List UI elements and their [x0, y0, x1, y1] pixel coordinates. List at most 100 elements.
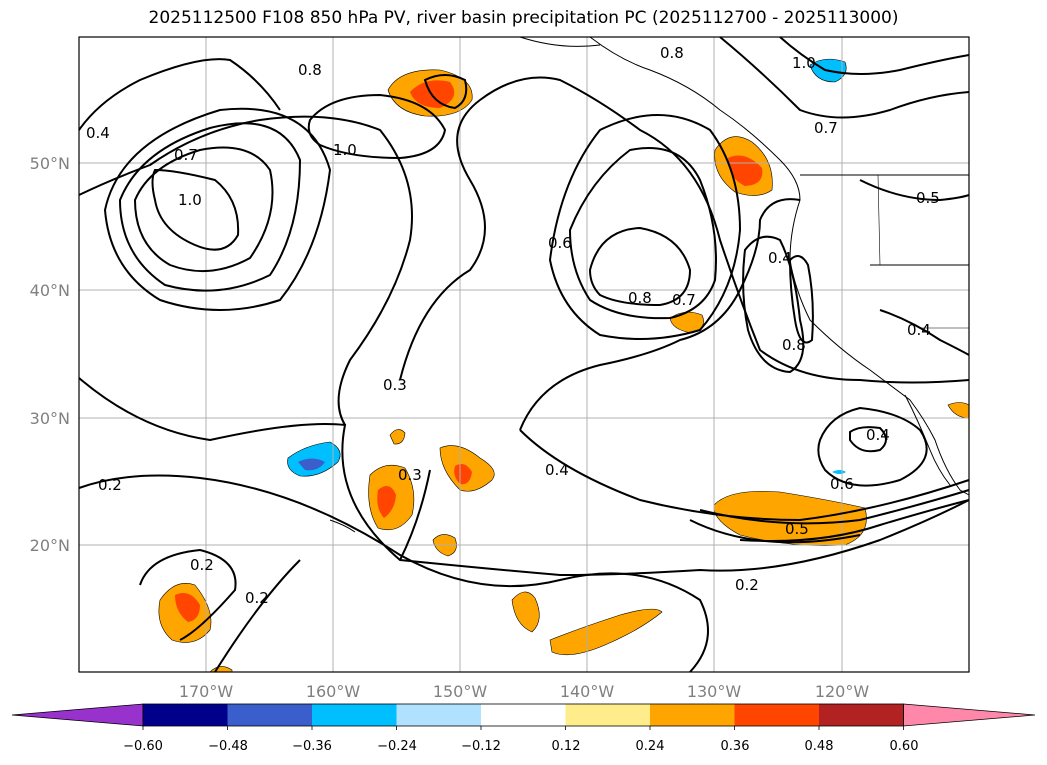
contour-line	[78, 377, 970, 577]
contour-line	[78, 58, 281, 131]
lon-tick-label: 170°W	[179, 682, 234, 701]
colorbar-swatch	[312, 704, 397, 726]
colorbar-border	[142, 703, 904, 727]
contour-line	[568, 147, 717, 320]
colorbar-tick-label: −0.24	[377, 739, 417, 754]
map-title: 2025112500 F108 850 hPa PV, river basin …	[148, 8, 899, 28]
contour-line	[399, 76, 970, 384]
colorbar-swatch	[565, 704, 651, 726]
lon-tick-label: 150°W	[433, 682, 488, 701]
contour-line	[151, 168, 240, 251]
contour-label: 0.8	[782, 336, 806, 354]
grid-lines	[79, 37, 969, 672]
precip-blob	[549, 608, 663, 656]
contour-label: 0.4	[545, 461, 569, 479]
colorbar	[11, 703, 1036, 730]
colorbar-tick-label: −0.12	[461, 739, 501, 754]
colorbar-tick-label: 0.12	[552, 739, 581, 754]
lon-tick-labels: 170°W 160°W 150°W 140°W 130°W 120°W	[179, 682, 870, 701]
colorbar-swatch	[734, 704, 820, 726]
colorbar-tick-label: −0.60	[123, 739, 163, 754]
contour-labels: 0.8 0.4 0.7 1.0 1.0 0.8 1.0 0.7 0.5 0.6 …	[86, 44, 940, 607]
colorbar-tick-label: −0.36	[292, 739, 332, 754]
contour-line	[849, 426, 887, 453]
colorbar-extension-left	[11, 703, 144, 727]
lat-tick-label: 20°N	[30, 536, 70, 555]
contour-label: 0.7	[672, 291, 696, 309]
contour-label: 0.2	[98, 476, 122, 494]
colorbar-extension-right	[903, 703, 1036, 727]
contour-label: 0.3	[383, 376, 407, 394]
colorbar-tick-labels: −0.60 −0.48 −0.36 −0.24 −0.12 0.12 0.24 …	[123, 739, 918, 754]
contour-line	[788, 255, 814, 344]
contour-line	[699, 489, 970, 525]
contour-label: 0.2	[245, 589, 269, 607]
colorbar-swatch	[650, 704, 735, 726]
contour-label: 0.8	[628, 289, 652, 307]
lat-tick-label: 40°N	[30, 281, 70, 300]
lon-tick-label: 160°W	[306, 682, 361, 701]
contour-label: 1.0	[792, 54, 816, 72]
colorbar-tick-label: 0.48	[805, 739, 834, 754]
contour-line	[719, 36, 970, 119]
contour-label: 0.8	[298, 61, 322, 79]
contour-line	[78, 115, 413, 426]
contour-line	[588, 226, 692, 307]
contour-line	[214, 559, 301, 673]
contour-line	[519, 198, 801, 431]
contour-label: 0.4	[907, 321, 931, 339]
pv-contours	[78, 36, 970, 673]
contour-label: 0.5	[916, 189, 940, 207]
contour-line	[133, 146, 274, 273]
contour-label: 0.2	[190, 556, 214, 574]
contour-line	[779, 36, 970, 75]
colorbar-swatch	[227, 704, 313, 726]
contour-line	[139, 548, 237, 641]
contour-line	[689, 519, 861, 544]
precip-blob	[175, 592, 200, 622]
contour-line	[399, 469, 431, 561]
lon-tick-label: 120°W	[815, 682, 870, 701]
map-background	[79, 37, 969, 672]
contour-label: 0.8	[660, 44, 684, 62]
contour-label: 0.6	[830, 475, 854, 493]
colorbar-tick-label: 0.24	[636, 739, 665, 754]
contour-line	[817, 406, 928, 487]
colorbar-tick-label: 0.36	[721, 739, 750, 754]
map-frame	[78, 36, 970, 673]
colorbar-swatch	[481, 704, 566, 726]
colorbar-swatch	[819, 704, 904, 726]
contour-label: 0.3	[398, 466, 422, 484]
colorbar-tick-label: 0.60	[890, 739, 919, 754]
contour-line	[742, 235, 805, 374]
precip-blob	[389, 429, 406, 445]
contour-line	[548, 114, 742, 340]
lat-tick-labels: 50°N 40°N 30°N 20°N	[30, 154, 70, 555]
contour-line	[118, 122, 302, 292]
contour-label: 0.4	[768, 249, 792, 267]
lon-tick-label: 130°W	[687, 682, 742, 701]
lat-tick-label: 30°N	[30, 409, 70, 428]
contour-line	[859, 179, 970, 202]
contour-line	[78, 474, 709, 673]
colorbar-swatch	[143, 704, 228, 726]
contour-label: 1.0	[178, 191, 202, 209]
contour-label: 1.0	[333, 141, 357, 159]
contour-line	[879, 309, 970, 356]
contour-line	[739, 499, 970, 542]
contour-line	[423, 74, 468, 110]
contour-label: 0.7	[814, 119, 838, 137]
contour-label: 0.4	[866, 426, 890, 444]
precip-blob	[377, 486, 396, 518]
colorbar-swatch	[396, 704, 482, 726]
contour-label: 0.4	[86, 124, 110, 142]
precip-blob	[511, 591, 540, 633]
precip-blob-negative	[298, 458, 325, 471]
contour-label: 0.2	[735, 576, 759, 594]
contour-label: 0.6	[548, 234, 572, 252]
contour-line	[307, 93, 447, 160]
contour-label: 0.7	[174, 146, 198, 164]
colorbar-tick-label: −0.48	[208, 739, 248, 754]
lat-tick-label: 50°N	[30, 154, 70, 173]
